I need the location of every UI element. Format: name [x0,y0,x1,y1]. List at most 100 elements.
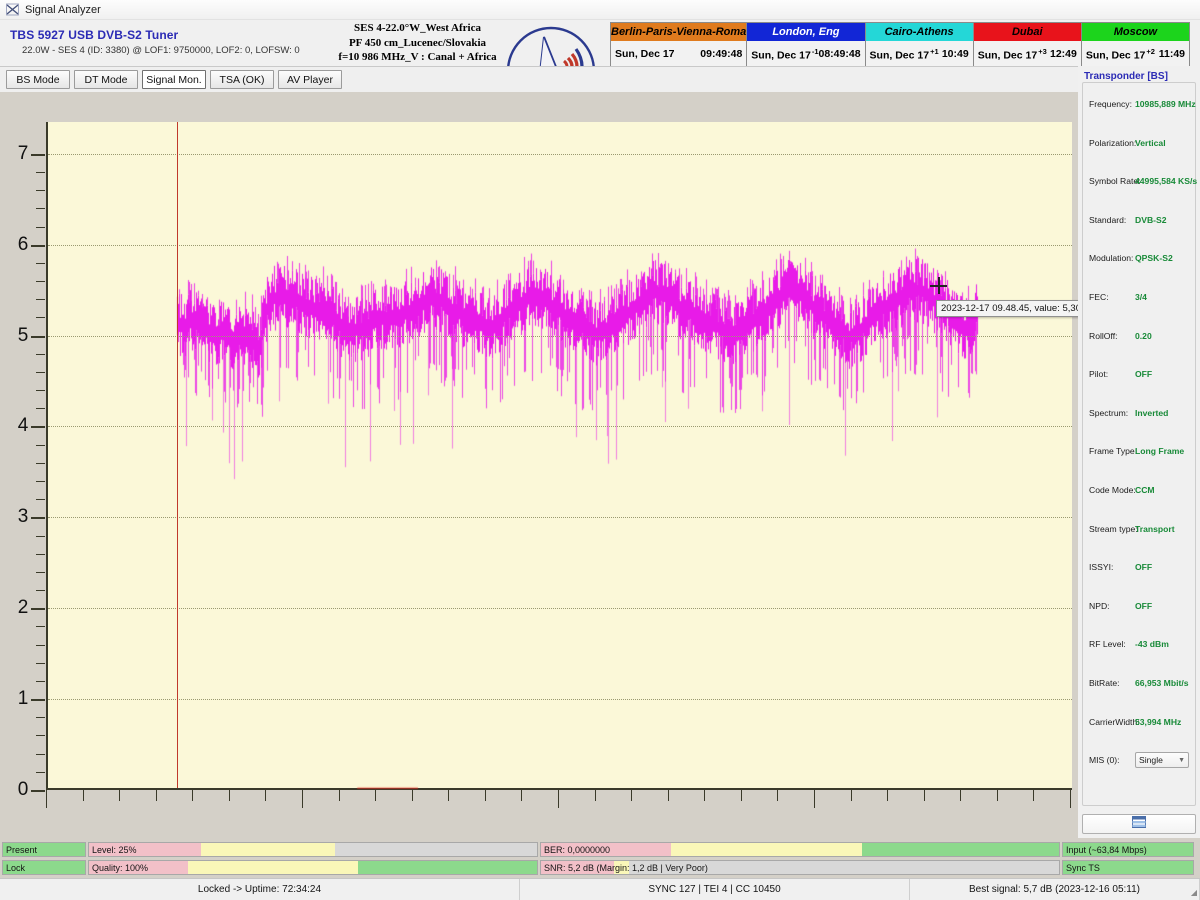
meter-ber: BER: 0,0000000 [540,842,1060,857]
field-label: FEC: [1089,292,1109,302]
transponder-row-polarization: Polarization: Vertical [1083,134,1197,152]
meter-label: Quality: 100% [92,862,149,873]
meter-label: Level: 25% [92,844,137,855]
x-tick-minor [1033,790,1034,801]
gridline-y-3 [48,517,1072,519]
x-tick-minor [741,790,742,801]
x-tick-minor [229,790,230,801]
y-tick-minor [36,644,45,646]
x-tick-minor [924,790,925,801]
meter-fill-low [89,843,201,856]
header-band: TBS 5927 USB DVB-S2 Tuner 22.0W - SES 4 … [0,20,1200,125]
x-tick-major [558,790,559,808]
status-sync: SYNC 127 | TEI 4 | CC 10450 [520,878,910,900]
clock-date: Sun, Dec 17 [615,48,675,60]
x-tick-major [1070,790,1071,808]
y-axis-label-1: 1 [17,688,29,710]
tab-av-player[interactable]: AV Player [278,70,342,89]
meter-fill-low [541,861,614,874]
transponder-row-spectrum: Spectrum: Inverted [1083,404,1197,422]
clock-utc-offset: -1 [811,46,819,56]
field-label: BitRate: [1089,678,1120,688]
clock-time-row: Sun, Dec 17-1 08:49:48 [747,41,865,67]
tab-label: DT Mode [84,73,128,86]
tab-bs-mode[interactable]: BS Mode [6,70,70,89]
y-tick-minor [36,371,45,373]
field-label: Code Mode: [1089,485,1136,495]
gridline-y-5 [48,335,1072,337]
satellite-info-line-1: PF 450 cm_Lucenec/Slovakia [348,36,487,49]
field-label: Standard: [1089,214,1127,225]
clock-city-label: London, Eng [747,23,865,41]
field-value: Vertical [1135,137,1166,148]
x-tick-minor [960,790,961,801]
clock-city-label: Cairo-Athens [865,23,973,41]
y-tick-minor [36,262,45,264]
field-value: Long Frame [1135,446,1185,457]
clock-time: 11:49 [1158,48,1185,60]
y-tick-major [31,517,45,520]
sidebar-title: Transponder [BS] [1084,71,1168,82]
gridline-y-7 [48,153,1072,155]
tab-signal-mon[interactable]: Signal Mon. [142,70,206,89]
transponder-row-bitrate: BitRate: 66,953 Mbit/s [1083,674,1197,692]
x-tick-minor [631,790,632,801]
transponder-sidebar: Transponder [BS] Frequency: 10985,889 MHz… [1078,66,1200,838]
y-tick-minor [36,171,45,173]
field-label: CarrierWidth: [1089,716,1140,727]
x-tick-minor [777,790,778,801]
x-tick-minor [595,790,596,801]
clock-2: Cairo-Athens Sun, Dec 17+1 10:49 [865,23,974,67]
plot-area[interactable] [46,122,1074,790]
y-tick-major [31,335,45,338]
gridline-y-4 [48,426,1072,428]
tab-dt-mode[interactable]: DT Mode [74,70,138,89]
y-tick-minor [36,190,45,192]
status-uptime: Locked -> Uptime: 72:34:24 [0,878,520,900]
meter-fill-low [3,861,85,874]
field-value: Transport [1135,523,1175,534]
field-value: 0.20 [1135,330,1152,341]
status-bar: Locked -> Uptime: 72:34:24 SYNC 127 | TE… [0,878,1200,900]
clock-0: Berlin-Paris-Vienna-Roma Sun, Dec 17 09:49… [611,23,748,67]
sidebar-action-button[interactable] [1082,814,1196,834]
meter-lock: Lock [2,860,86,875]
tuner-info: TBS 5927 USB DVB-S2 Tuner 22.0W - SES 4 … [10,28,300,56]
field-value: QPSK-S2 [1135,253,1173,264]
transponder-row-frametype: Frame Type: Long Frame [1083,442,1197,460]
clock-date: Sun, Dec 17+2 [1085,46,1155,62]
clock-3: Dubai Sun, Dec 17+3 12:49 [973,23,1082,67]
clock-4: Moscow Sun, Dec 17+2 11:49 [1081,23,1189,67]
transponder-row-rflevel: RF Level: -43 dBm [1083,635,1197,653]
y-tick-minor [36,299,45,301]
meter-fill-low [1063,843,1193,856]
mode-tab-bar: BS Mode DT Mode Signal Mon. TSA (OK) AV Play… [0,66,1200,92]
field-value: 53,994 MHz [1135,716,1182,727]
tab-tsa-ok[interactable]: TSA (OK) [210,70,274,89]
y-tick-major [31,426,45,429]
y-tick-minor [36,535,45,537]
transponder-row-symbolrate: Symbol Rate: 44995,584 KS/s [1083,172,1197,190]
y-tick-minor [36,390,45,392]
meter-quality: Quality: 100% [88,860,538,875]
tuner-title: TBS 5927 USB DVB-S2 Tuner [10,28,179,42]
y-tick-minor [36,353,45,355]
mis-select[interactable]: Single ▼ [1135,752,1189,769]
window-title: Signal Analyzer [25,3,101,16]
transponder-row-mis: MIS (0): Single ▼ [1083,751,1197,769]
meter-label: Lock [6,862,26,873]
meter-label: Input (~63,84 Mbps) [1066,844,1147,855]
clock-utc-offset: +3 [1038,46,1047,56]
y-tick-minor [36,590,45,592]
clock-city-label: Berlin-Paris-Vienna-Roma [611,23,747,41]
x-tick-minor [448,790,449,801]
y-tick-minor [36,208,45,210]
y-tick-minor [36,462,45,464]
y-tick-minor [36,553,45,555]
resize-grip[interactable]: ◢ [1190,888,1197,897]
y-tick-minor [36,480,45,482]
field-label: Stream type: [1089,523,1138,534]
clock-time: 08:49:48 [818,48,861,60]
